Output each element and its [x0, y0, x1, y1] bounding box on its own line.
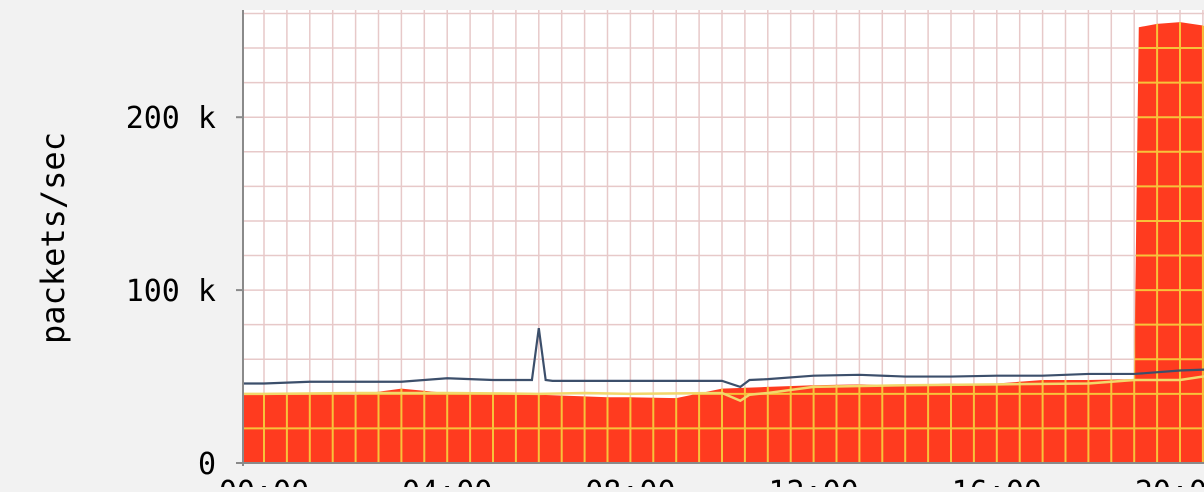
line-series: [243, 327, 1204, 403]
outbound-line: [243, 327, 1204, 389]
x-tick-label: 12:00: [768, 475, 858, 487]
y-tick-label: 100 k: [126, 274, 216, 309]
x-tick-label: 08:00: [585, 475, 675, 487]
inbound-area-series: [243, 22, 1204, 463]
y-tick-label: 0: [198, 447, 216, 482]
x-tick-label: 00:00: [219, 475, 309, 487]
x-tick-label: 16:00: [952, 475, 1042, 487]
y-axis-label: packets/sec: [34, 132, 72, 344]
y-tick-label: 200 k: [126, 101, 216, 136]
axes: [236, 10, 1204, 466]
x-tick-label: 20:00: [1135, 475, 1204, 487]
x-tick-label: 04:00: [402, 475, 492, 487]
inbound-line: [243, 371, 1204, 403]
inbound-area: [243, 22, 1204, 463]
